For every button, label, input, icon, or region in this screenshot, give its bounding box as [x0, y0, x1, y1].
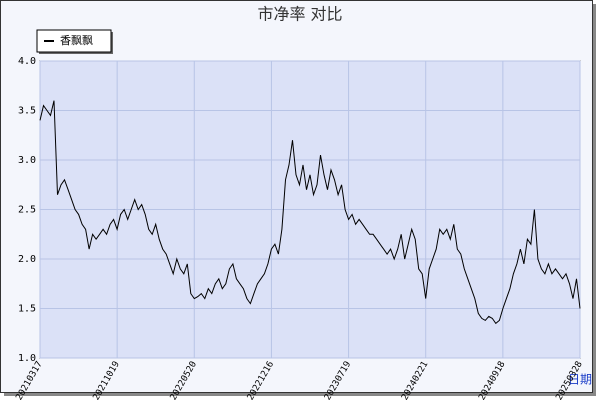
- x-axis-label: 日期: [568, 373, 592, 387]
- y-tick-label: 2.5: [18, 205, 36, 216]
- y-tick-label: 2.0: [18, 254, 36, 265]
- y-tick-label: 1.0: [18, 353, 36, 364]
- y-tick-label: 4.0: [18, 56, 36, 67]
- line-series: [39, 100, 581, 325]
- y-tick-label: 3.5: [18, 106, 36, 117]
- chart-title: 市净率 对比: [257, 5, 342, 24]
- y-tick-label: 3.0: [18, 155, 36, 166]
- y-tick-label: 1.5: [18, 304, 36, 315]
- legend: [36, 29, 112, 53]
- legend-label: 香飘飘: [60, 34, 93, 47]
